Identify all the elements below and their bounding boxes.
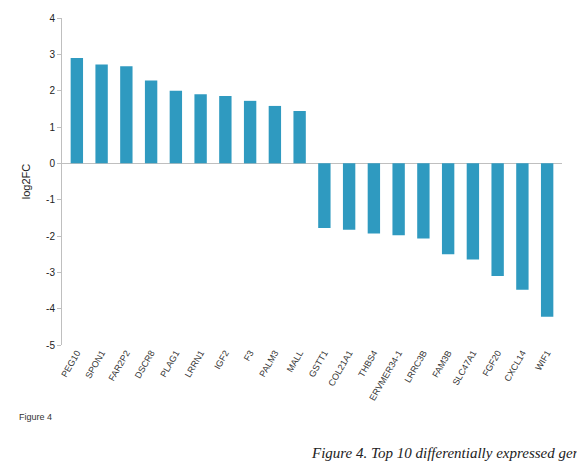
svg-text:DSCR8: DSCR8 bbox=[133, 349, 157, 380]
svg-text:0: 0 bbox=[49, 158, 55, 169]
svg-text:4: 4 bbox=[49, 13, 55, 24]
svg-text:3: 3 bbox=[49, 49, 55, 60]
svg-text:SLC47A1: SLC47A1 bbox=[451, 349, 479, 387]
svg-text:PALM3: PALM3 bbox=[257, 349, 280, 379]
svg-text:FGF20: FGF20 bbox=[481, 349, 504, 378]
svg-text:SPON1: SPON1 bbox=[83, 349, 107, 380]
svg-text:IGF2: IGF2 bbox=[212, 349, 231, 371]
svg-text:-2: -2 bbox=[46, 231, 55, 242]
svg-text:LRRC3B: LRRC3B bbox=[403, 349, 429, 385]
svg-text:ERVMER34-1: ERVMER34-1 bbox=[367, 349, 404, 403]
svg-text:WIF1: WIF1 bbox=[533, 349, 552, 373]
svg-text:-1: -1 bbox=[46, 194, 55, 205]
svg-text:Figure 4: Figure 4 bbox=[19, 412, 52, 422]
svg-text:FAM3B: FAM3B bbox=[430, 349, 453, 380]
svg-text:log2FC: log2FC bbox=[20, 164, 32, 200]
svg-text:PLAG1: PLAG1 bbox=[158, 349, 181, 379]
svg-text:-4: -4 bbox=[46, 303, 55, 314]
svg-text:1: 1 bbox=[49, 122, 55, 133]
svg-text:CXCL14: CXCL14 bbox=[502, 349, 528, 383]
svg-text:LRRN1: LRRN1 bbox=[183, 349, 206, 380]
svg-text:Figure 4. Top 10 differentiall: Figure 4. Top 10 differentially expresse… bbox=[311, 445, 577, 461]
svg-text:COL21A1: COL21A1 bbox=[326, 349, 354, 388]
svg-text:MALL: MALL bbox=[285, 349, 305, 374]
svg-text:THBS4: THBS4 bbox=[356, 349, 379, 379]
svg-text:-3: -3 bbox=[46, 267, 55, 278]
svg-text:GSTT1: GSTT1 bbox=[307, 349, 330, 379]
svg-text:FAR2P2: FAR2P2 bbox=[107, 349, 132, 383]
svg-text:PEG10: PEG10 bbox=[59, 349, 82, 379]
svg-text:2: 2 bbox=[49, 85, 55, 96]
svg-text:F3: F3 bbox=[242, 349, 256, 363]
svg-text:-5: -5 bbox=[46, 340, 55, 351]
